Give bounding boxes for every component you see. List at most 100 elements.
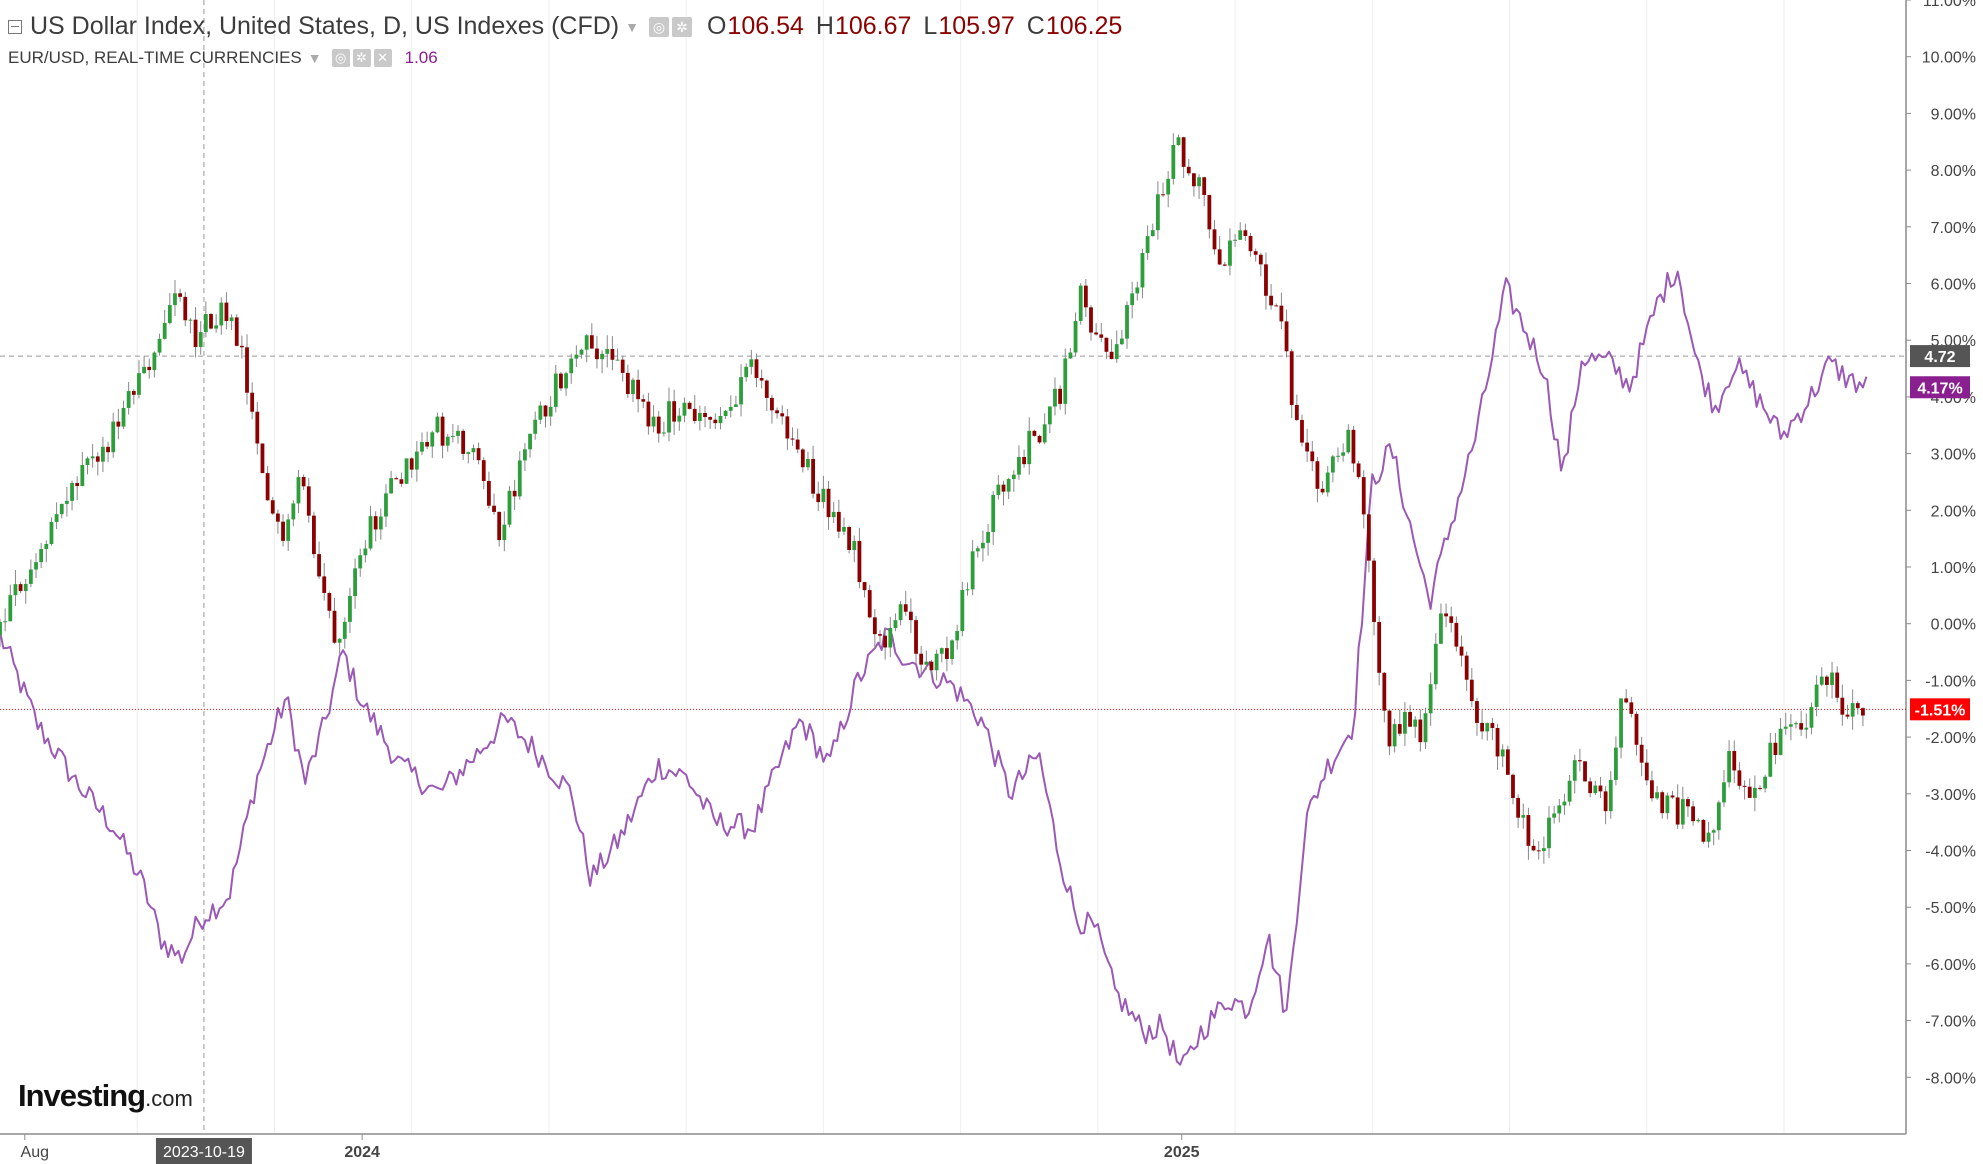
candle-body [296, 476, 301, 504]
candle [281, 514, 285, 547]
candle-body [687, 402, 692, 409]
candle-body [656, 416, 661, 434]
candle [1758, 785, 1762, 791]
candle [301, 474, 306, 490]
candle-body [1588, 781, 1593, 794]
candle-body [1068, 352, 1073, 359]
candle-body [908, 611, 913, 621]
y-tick-label: -7.00% [1925, 1014, 1976, 1031]
close-icon[interactable]: ✕ [373, 49, 392, 67]
candle [1861, 707, 1865, 727]
candle-body [697, 412, 702, 422]
candle [255, 402, 260, 455]
y-tick-label: 8.00% [1931, 163, 1976, 180]
candle [1408, 705, 1412, 727]
candle-body [1783, 726, 1788, 729]
candle [1212, 220, 1217, 255]
candle [1053, 377, 1057, 416]
candle [337, 638, 342, 656]
candle-body [404, 458, 409, 484]
candle-body [1444, 613, 1448, 617]
candle [898, 601, 903, 626]
candle-body [842, 527, 846, 532]
candle-body [1269, 295, 1274, 306]
candle [533, 411, 538, 440]
candle-body [1742, 785, 1747, 787]
candle [466, 451, 471, 464]
candle-body [101, 446, 105, 462]
candle [1665, 792, 1670, 820]
candle-body [1238, 230, 1243, 240]
collapse-icon[interactable] [8, 19, 22, 34]
candle [1397, 709, 1402, 737]
candle [1655, 786, 1659, 800]
candle [85, 456, 90, 475]
candle-body [167, 305, 172, 323]
candle [1614, 736, 1618, 786]
candle [1747, 778, 1752, 799]
candle-body [389, 478, 394, 494]
badge-background [1910, 345, 1970, 368]
candle [939, 647, 944, 663]
candle-body [950, 640, 954, 659]
candle [322, 563, 327, 601]
candle-body [1480, 722, 1485, 732]
candle-body [1747, 786, 1752, 798]
candle [1845, 704, 1850, 720]
candle-body [497, 511, 502, 541]
gear-icon[interactable]: ✲ [671, 16, 692, 37]
candle-body [1289, 351, 1294, 405]
candle [1577, 748, 1582, 772]
candle-body [836, 511, 841, 532]
candle-body [955, 631, 960, 641]
candle-body [1773, 742, 1778, 756]
candle [1078, 283, 1083, 325]
candle [111, 412, 116, 458]
candle [991, 490, 996, 545]
candle-body [471, 448, 476, 453]
candle-body [1037, 435, 1042, 443]
candle-body [1274, 305, 1279, 307]
candle [1788, 714, 1793, 741]
candle-body [672, 401, 677, 422]
crosshair-price-badge: 4.72 [1910, 345, 1970, 368]
candle-body [1675, 797, 1680, 825]
candle-body [445, 436, 450, 446]
candle [440, 412, 445, 459]
candle-body [574, 354, 579, 359]
candle [1855, 701, 1860, 715]
y-axis-panel [1906, 0, 1983, 1164]
candle-body [1233, 239, 1237, 241]
candle [106, 441, 110, 463]
candle [1150, 223, 1155, 237]
candle [126, 382, 131, 415]
candle-body [193, 319, 198, 348]
candle [661, 421, 666, 437]
candle-body [1382, 672, 1387, 711]
candle [219, 297, 224, 335]
candle-body [1619, 698, 1623, 748]
candle-body [75, 483, 80, 487]
candle-body [1804, 727, 1809, 730]
candle [713, 413, 718, 429]
candle [1794, 721, 1798, 729]
candle [1135, 281, 1140, 301]
candle-body [111, 421, 116, 453]
settings-icon[interactable]: ◎ [331, 49, 350, 67]
candle-body [486, 480, 491, 506]
candle-body [121, 407, 126, 427]
candle [1804, 713, 1809, 739]
settings-icon[interactable]: ◎ [648, 16, 669, 37]
chevron-down-icon[interactable]: ▼ [307, 50, 322, 66]
chevron-down-icon[interactable]: ▼ [625, 18, 639, 35]
candle [1181, 136, 1186, 178]
candle [512, 479, 517, 510]
candle [497, 511, 502, 547]
candle [1495, 723, 1500, 770]
candle-body [523, 449, 527, 461]
candle [1423, 707, 1428, 749]
gear-icon[interactable]: ✲ [352, 49, 371, 67]
candle [1372, 557, 1376, 636]
